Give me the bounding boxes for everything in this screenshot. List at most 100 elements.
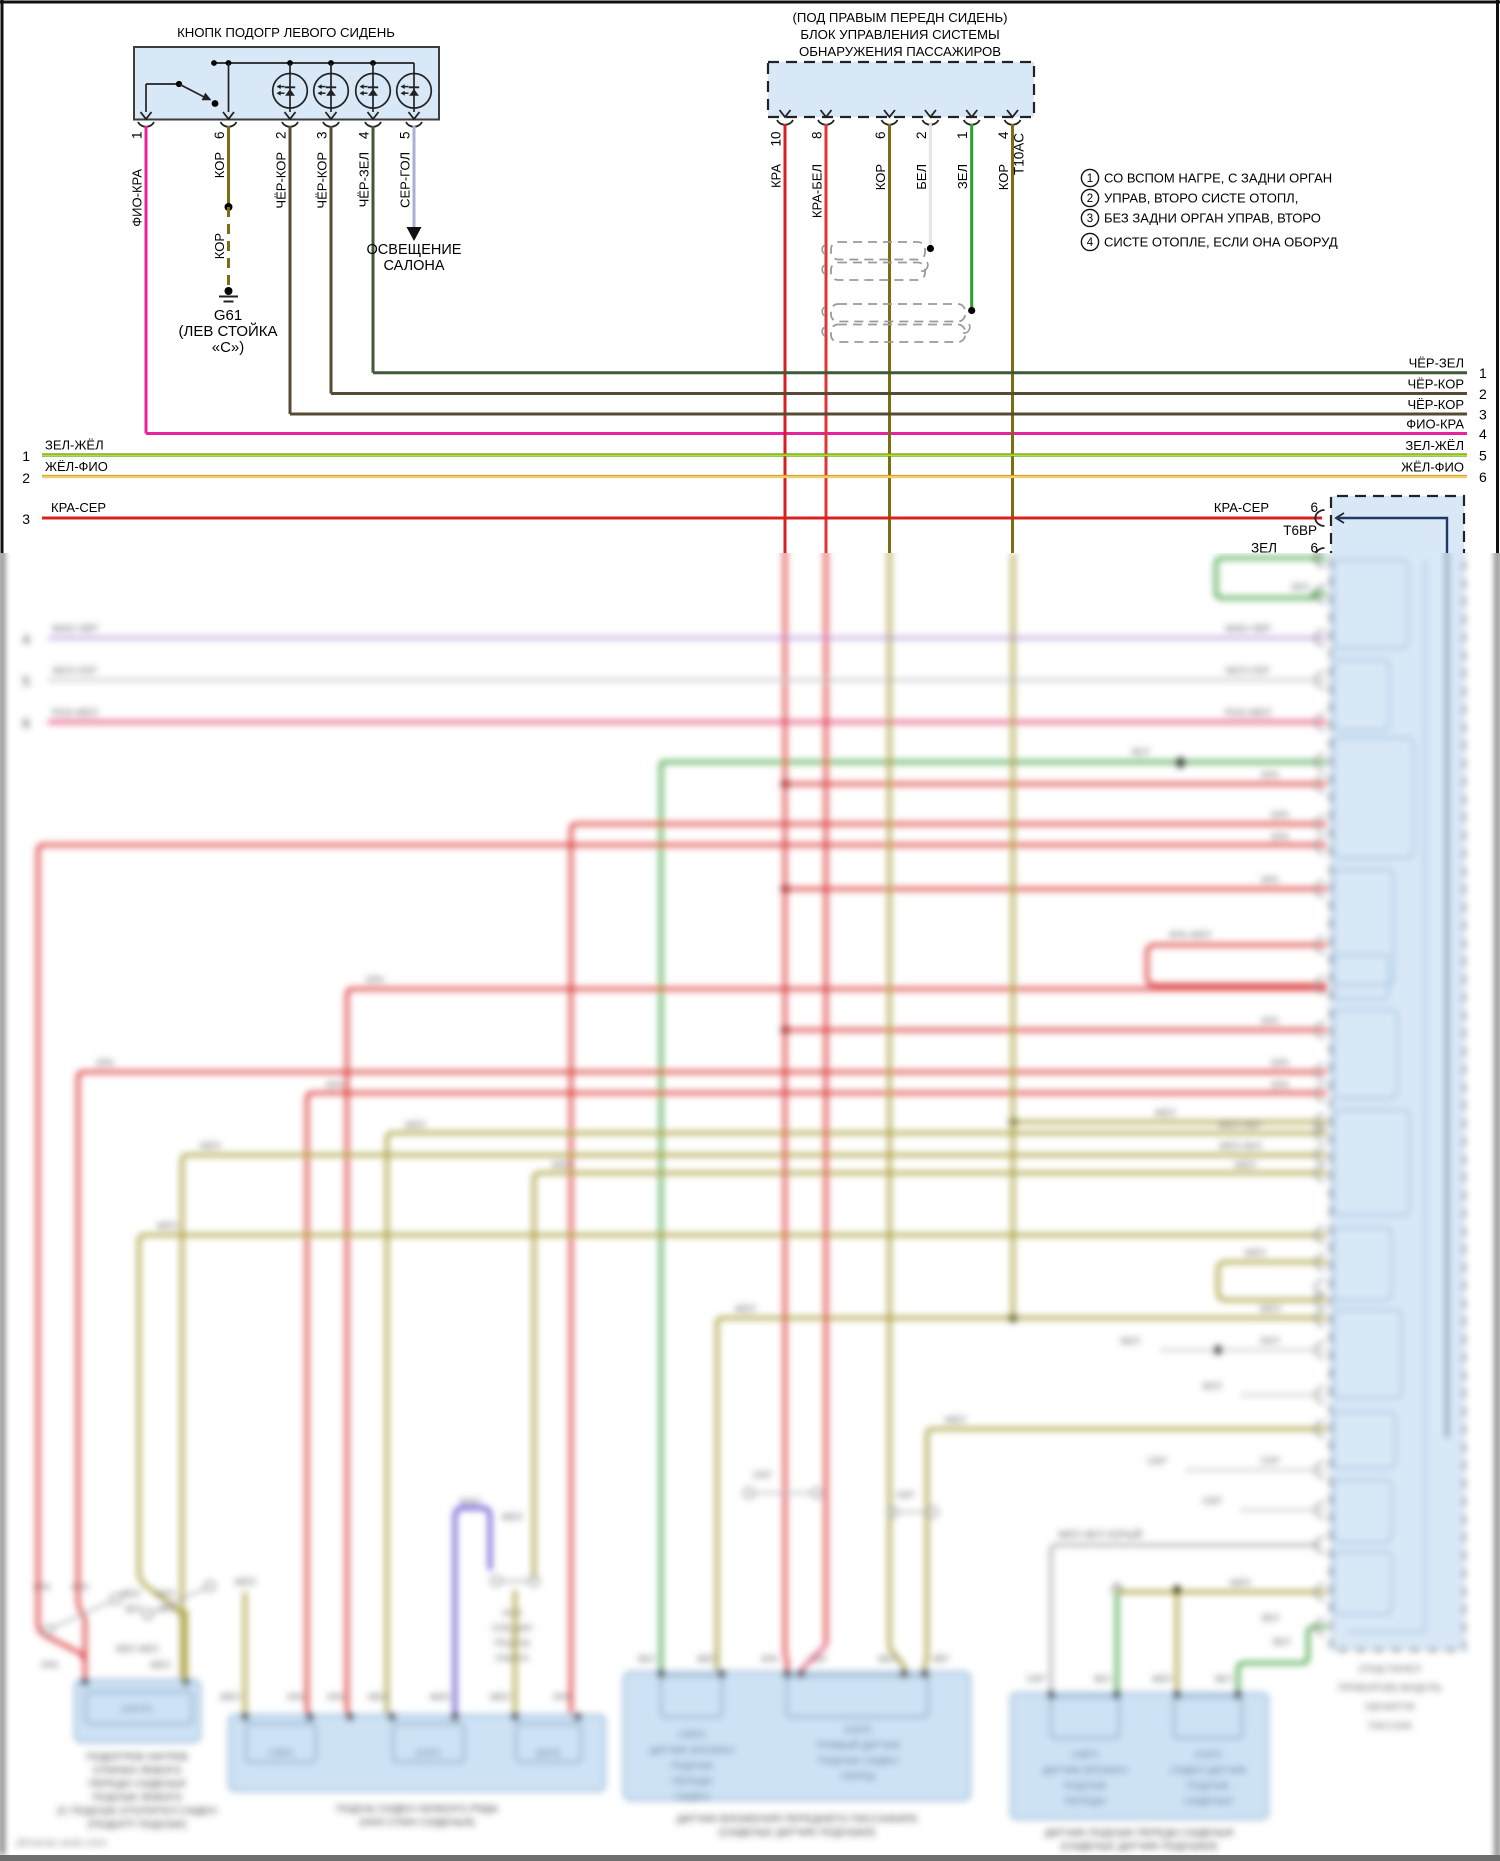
svg-text:КРА: КРА [1261,770,1279,781]
svg-text:ПАССАЖ: ПАССАЖ [1368,1721,1413,1732]
svg-text:6: 6 [212,132,227,140]
svg-text:ФИО-КРА: ФИО-КРА [130,169,145,227]
svg-text:ЧЁР-КОР: ЧЁР-КОР [1407,377,1464,392]
svg-text:ПЕРЕДН: ПЕРЕДН [671,1777,712,1788]
svg-text:КРА-СЕР: КРА-СЕР [51,500,106,515]
svg-text:2: 2 [22,470,30,486]
svg-text:СО ВСПОМ НАГРЕ, С ЗАДНИ ОРГАН: СО ВСПОМ НАГРЕ, С ЗАДНИ ОРГАН [1104,171,1332,186]
svg-text:БЕЛ: БЕЛ [1261,1336,1280,1347]
svg-text:ЖЁЛ-ЧЁР: ЖЁЛ-ЧЁР [1218,1120,1262,1131]
svg-text:ФИО: ФИО [430,1692,450,1702]
svg-text:6: 6 [1479,469,1487,485]
svg-text:(СИДЕНЬЕ ДАТЧИК ПОДУШКИ): (СИДЕНЬЕ ДАТЧИК ПОДУШКИ) [719,1827,876,1839]
svg-text:5: 5 [1479,448,1487,464]
svg-text:БЕЗ ЗАДНИ ОРГАН УПРАВ, ВТОРО: БЕЗ ЗАДНИ ОРГАН УПРАВ, ВТОРО [1104,211,1321,226]
svg-text:(С ПОДУШК ОТОПИТЕЛ СИДЕН: (С ПОДУШК ОТОПИТЕЛ СИДЕН [57,1805,216,1817]
svg-text:КОР: КОР [212,233,227,259]
svg-text:ФИО-ЧЁР: ФИО-ЧЁР [52,623,98,635]
svg-text:ЖЁЛ-ФИО: ЖЁЛ-ФИО [1401,460,1464,475]
svg-text:НИЗ: НИЗ [502,1608,522,1619]
svg-text:ЖЁЛ: ЖЁЛ [368,1692,388,1702]
svg-text:1: 1 [1479,365,1487,381]
svg-text:2: 2 [1479,386,1487,402]
svg-text:(ЧЁР): (ЧЁР) [268,1748,293,1759]
svg-text:ЧЁР-КОР: ЧЁР-КОР [274,152,289,209]
svg-text:СЕР: СЕР [1260,1456,1280,1467]
svg-text:КРА: КРА [72,1582,89,1592]
svg-text:2: 2 [1087,193,1093,205]
svg-text:ЖЁЛ: ЖЁЛ [697,1654,717,1664]
svg-text:4: 4 [1479,426,1487,442]
svg-text:3: 3 [1087,213,1093,225]
svg-text:ЖЁЛ: ЖЁЛ [220,1692,240,1702]
svg-text:ЗЕЛ: ЗЕЛ [1261,1613,1279,1624]
svg-text:ПОДУШК ЛЕВОГО: ПОДУШК ЛЕВОГО [92,1792,182,1804]
svg-text:ЧЁР-КОР: ЧЁР-КОР [315,152,330,209]
svg-text:(ЛЕВ СТОЙКА: (ЛЕВ СТОЙКА [178,322,277,340]
svg-text:2: 2 [274,132,289,140]
svg-text:4: 4 [1087,237,1094,249]
svg-text:1: 1 [130,132,145,140]
svg-text:КРА: КРА [42,1660,59,1670]
svg-text:(БЕЛ): (БЕЛ) [535,1748,560,1759]
svg-text:ФИО-ЧЁР: ФИО-ЧЁР [1225,623,1271,635]
svg-text:РОЗ-ЖЁЛ: РОЗ-ЖЁЛ [52,707,98,719]
svg-text:ДАТЧИК ВЛОЖЕНИЯ ПЕРЕДНЕГО ПАСС: ДАТЧИК ВЛОЖЕНИЯ ПЕРЕДНЕГО ПАССАЖИРА [677,1813,918,1825]
svg-text:(ЧЁР): (ЧЁР) [1072,1749,1099,1761]
svg-text:ЧЁР-ЗЕЛ: ЧЁР-ЗЕЛ [357,152,372,207]
svg-text:КРА: КРА [1261,875,1279,886]
svg-text:КРА: КРА [288,1692,305,1702]
svg-text:СЕР-ГОЛ: СЕР-ГОЛ [398,152,413,208]
svg-text:1: 1 [955,132,970,140]
svg-text:ПЕРЕД: ПЕРЕД [841,1772,875,1783]
svg-text:КРА: КРА [96,1058,114,1069]
svg-text:ЖЁЛ: ЖЁЛ [878,1654,898,1664]
svg-text:СЕР: СЕР [896,1490,915,1500]
svg-text:(ПОД ПРАВЫМ ПЕРЕДН СИДЕНЬ): (ПОД ПРАВЫМ ПЕРЕДН СИДЕНЬ) [792,10,1007,25]
svg-text:СЕР: СЕР [1202,1496,1222,1507]
svg-text:(СЕР): (СЕР) [844,1725,871,1736]
svg-text:СОЕДИН: СОЕДИН [492,1623,533,1634]
svg-text:6: 6 [22,715,30,731]
svg-text:4: 4 [996,131,1011,139]
svg-text:(ЧЁР): (ЧЁР) [679,1729,706,1741]
svg-text:ЗЕЛ: ЗЕЛ [1093,1674,1110,1684]
svg-text:ЖЁЛ-ЗЕЛ СЕРЫЙ: ЖЁЛ-ЗЕЛ СЕРЫЙ [1058,1528,1142,1541]
svg-text:(СИДЕНЬЕ ДАТЧИК ПОДУШКИ): (СИДЕНЬЕ ДАТЧИК ПОДУШКИ) [1061,1841,1218,1853]
svg-text:ЖЁЛ: ЖЁЛ [1154,1108,1175,1119]
svg-text:(ПОДОГР ПОДУШК): (ПОДОГР ПОДУШК) [88,1819,186,1831]
svg-text:ПОДОГРЕВ НАГРЕВ: ПОДОГРЕВ НАГРЕВ [86,1751,188,1763]
svg-text:ПОДУШК: ПОДУШК [1187,1781,1230,1792]
svg-text:ЖЁЛ: ЖЁЛ [156,1221,177,1232]
svg-text:4: 4 [357,131,372,139]
svg-text:ЖЁЛ: ЖЁЛ [120,1589,140,1599]
svg-text:ПОДУШ СИДЕН НИЗКОГО РЯДА: ПОДУШ СИДЕН НИЗКОГО РЯДА [336,1803,498,1815]
svg-text:СЕР: СЕР [1147,1456,1167,1467]
svg-text:ЖЁЛ: ЖЁЛ [150,1660,170,1670]
svg-text:ЧЁР: ЧЁР [809,1654,827,1664]
svg-text:3: 3 [1479,407,1487,423]
svg-text:6: 6 [1310,541,1318,556]
svg-text:СИДЕНЬЯ: СИДЕНЬЯ [1184,1797,1232,1808]
svg-text:4: 4 [22,631,30,647]
svg-text:G61: G61 [214,307,242,324]
svg-text:ЖЁЛ: ЖЁЛ [734,1304,755,1315]
svg-text:ЗЕЛ: ЗЕЛ [955,164,970,189]
svg-text:КРА: КРА [328,1692,345,1702]
svg-text:(ПОД ПАНЕЛ: (ПОД ПАНЕЛ [1359,1664,1421,1675]
svg-text:ЗЕЛ: ЗЕЛ [1131,747,1149,758]
svg-text:5: 5 [22,673,30,689]
svg-text:КРА: КРА [1271,1080,1289,1091]
svg-text:ЗЕЛ: ЗЕЛ [1251,541,1277,556]
svg-text:ЗЕЛ: ЗЕЛ [1291,582,1309,593]
svg-text:6: 6 [873,132,888,140]
svg-text:КРА: КРА [1271,810,1289,821]
svg-text:ЖЁЛ: ЖЁЛ [404,1120,425,1131]
svg-text:ЖЁЛ ЖЁЛ: ЖЁЛ ЖЁЛ [116,1644,159,1654]
svg-text:КОР: КОР [212,152,227,178]
svg-text:ПОДУШК: ПОДУШК [671,1761,714,1772]
svg-text:(СЕР): (СЕР) [415,1748,441,1759]
svg-text:ЖЁЛ: ЖЁЛ [551,1160,572,1171]
svg-text:ЖЁЛ: ЖЁЛ [234,1577,255,1588]
svg-text:КРА: КРА [1261,1016,1279,1027]
